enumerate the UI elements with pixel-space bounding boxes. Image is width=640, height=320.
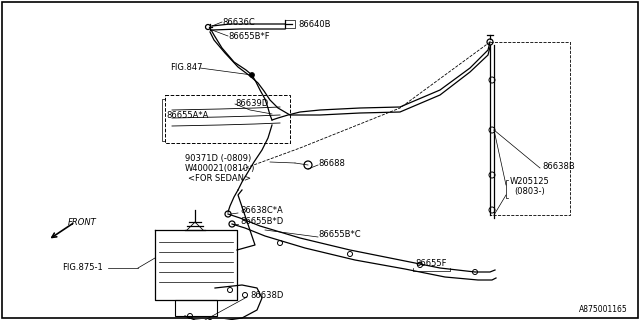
- Text: A875001165: A875001165: [579, 305, 628, 314]
- Text: FIG.875-1: FIG.875-1: [62, 263, 103, 273]
- Text: 86655B*D: 86655B*D: [240, 217, 284, 226]
- Text: W205125: W205125: [510, 177, 550, 186]
- Bar: [175, 300, 217, 316]
- Text: <FOR SEDAN>: <FOR SEDAN>: [188, 173, 251, 182]
- Text: 86655F: 86655F: [415, 259, 447, 268]
- Text: 86636C: 86636C: [222, 18, 255, 27]
- Text: 86655B*C: 86655B*C: [318, 229, 360, 238]
- Text: 90371D (-0809): 90371D (-0809): [185, 154, 252, 163]
- Circle shape: [250, 73, 255, 77]
- Text: FIG.847: FIG.847: [170, 62, 202, 71]
- Text: 86639D: 86639D: [235, 99, 268, 108]
- Text: 86638B: 86638B: [542, 162, 575, 171]
- Text: 86688: 86688: [318, 158, 345, 167]
- Text: (0803-): (0803-): [514, 187, 545, 196]
- Text: 86655A*A: 86655A*A: [166, 110, 209, 119]
- Text: 86640B: 86640B: [298, 20, 330, 28]
- Text: 86638C*A: 86638C*A: [240, 205, 283, 214]
- Text: W400021(0810-): W400021(0810-): [185, 164, 255, 172]
- Text: FRONT: FRONT: [68, 218, 97, 227]
- Text: 86655B*F: 86655B*F: [228, 31, 269, 41]
- Text: 86638D: 86638D: [250, 291, 284, 300]
- Bar: [165, 95, 290, 143]
